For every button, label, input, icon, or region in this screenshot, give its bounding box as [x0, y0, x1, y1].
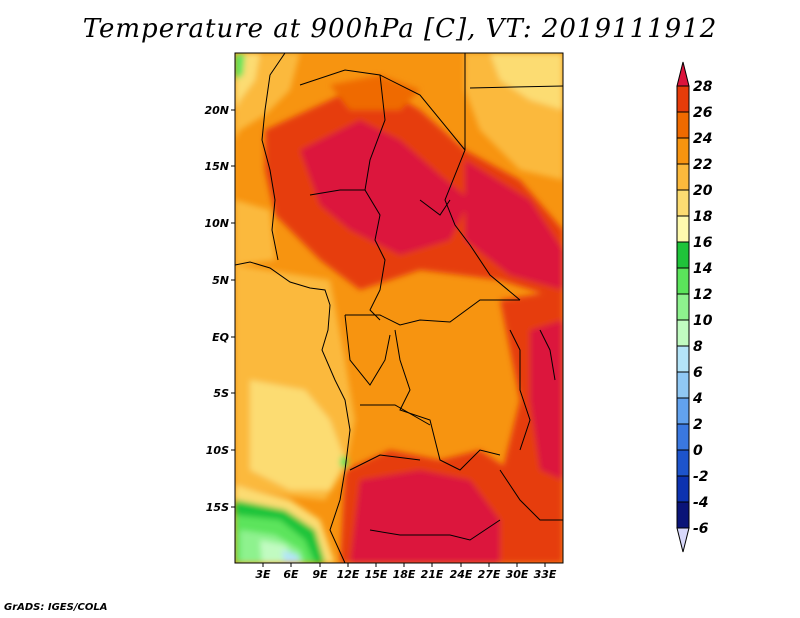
colorbar-segment — [676, 189, 690, 217]
colorbar-label: 18 — [693, 209, 713, 225]
lat-label: 15N — [204, 160, 229, 173]
colorbar-label: 10 — [693, 313, 713, 329]
colorbar-label: 16 — [693, 235, 713, 251]
colorbar-label: 4 — [692, 391, 703, 407]
colorbar-segment — [676, 61, 690, 87]
colorbar-label: 20 — [693, 183, 713, 199]
country-borders — [235, 53, 563, 563]
lat-label: 20N — [204, 104, 229, 117]
lon-label: 30E — [506, 568, 529, 581]
colorbar-label: 6 — [693, 365, 703, 381]
lon-label: 24E — [450, 568, 473, 581]
colorbar — [676, 61, 690, 553]
colorbar-segment — [676, 501, 690, 529]
map-title: Temperature at 900hPa [C], VT: 201911191… — [82, 14, 718, 44]
colorbar-label: 8 — [693, 339, 703, 355]
colorbar-segment — [676, 449, 690, 477]
colorbar-label: 14 — [693, 261, 712, 277]
colorbar-segment — [676, 475, 690, 503]
lat-label: 5N — [212, 274, 229, 287]
lon-label: 3E — [255, 568, 271, 581]
colorbar-label: 12 — [693, 287, 712, 303]
colorbar-segment — [676, 527, 690, 553]
colorbar-segment — [676, 163, 690, 191]
colorbar-segment — [676, 371, 690, 399]
colorbar-segment — [676, 241, 690, 269]
credit-label: GrADS: IGES/COLA — [4, 602, 108, 613]
colorbar-label: -4 — [693, 495, 709, 511]
colorbar-label: -6 — [693, 521, 709, 537]
lon-label: 15E — [365, 568, 388, 581]
colorbar-label: 22 — [693, 157, 712, 173]
colorbar-label: 28 — [693, 79, 713, 95]
colorbar-label: -2 — [693, 469, 709, 485]
colorbar-segment — [676, 345, 690, 373]
lon-label: 27E — [478, 568, 501, 581]
lat-label: 10S — [206, 444, 229, 457]
map-frame — [234, 52, 564, 564]
lat-axis: 20N 15N 10N 5N EQ 5S 10S 15S — [204, 104, 235, 514]
colorbar-segment — [676, 137, 690, 165]
colorbar-label: 2 — [693, 417, 703, 433]
colorbar-labels: 28 26 24 22 20 18 16 14 12 10 8 6 4 2 0 … — [692, 79, 713, 537]
colorbar-segment — [676, 319, 690, 347]
colorbar-label: 24 — [693, 131, 712, 147]
lon-label: 9E — [312, 568, 328, 581]
colorbar-segment — [676, 293, 690, 321]
lon-label: 18E — [393, 568, 416, 581]
colorbar-segment — [676, 215, 690, 243]
colorbar-segment — [676, 111, 690, 139]
lat-label: 10N — [204, 217, 229, 230]
colorbar-label: 0 — [693, 443, 703, 459]
lon-label: 12E — [337, 568, 360, 581]
lon-label: 33E — [534, 568, 557, 581]
colorbar-segment — [676, 267, 690, 295]
temperature-field — [235, 53, 563, 563]
lon-label: 6E — [283, 568, 299, 581]
colorbar-label: 26 — [693, 105, 713, 121]
lon-label: 21E — [421, 568, 444, 581]
lat-label: 15S — [206, 501, 229, 514]
lat-label: EQ — [212, 331, 229, 344]
lon-axis: 3E 6E 9E 12E 15E 18E 21E 24E 27E 30E 33E — [255, 563, 557, 581]
lat-label: 5S — [213, 387, 229, 400]
colorbar-segment — [676, 397, 690, 425]
colorbar-segment — [676, 85, 690, 113]
colorbar-segment — [676, 423, 690, 451]
